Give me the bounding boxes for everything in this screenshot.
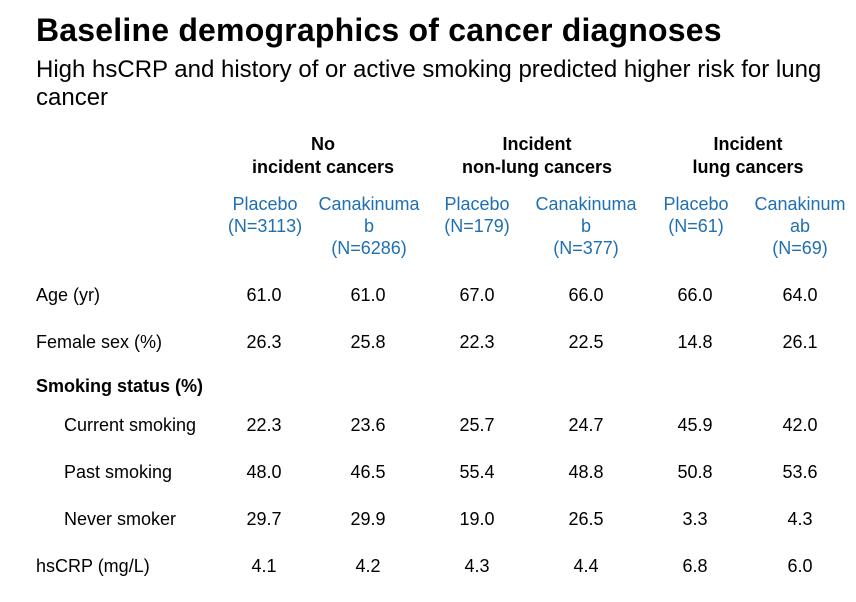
table-cell: 26.3 — [246, 332, 282, 352]
table-cell: 4.2 — [355, 556, 381, 576]
table-cell: 46.5 — [350, 462, 386, 482]
column-header-line: (N=3113) — [227, 216, 303, 236]
table-cell: 45.9 — [677, 415, 713, 435]
page-title: Baseline demographics of cancer diagnose… — [36, 12, 722, 48]
table-cell: 53.6 — [782, 462, 818, 482]
column-header-canakinumab-no-incident: Canakinuma b (N=6286) — [314, 193, 424, 259]
group-header-lung: Incident lung cancers — [692, 133, 803, 179]
table-cell: 6.0 — [787, 556, 813, 576]
column-header-placebo-lung: Placebo (N=61) — [656, 193, 736, 237]
table-cell: 61.0 — [350, 285, 386, 305]
table-cell: 66.0 — [568, 285, 604, 305]
row-label-past-smoking: Past smoking — [64, 462, 173, 482]
group-header-line: No — [311, 134, 335, 154]
table-cell: 3.3 — [682, 509, 708, 529]
table-cell: 29.7 — [246, 509, 282, 529]
table-cell: 24.7 — [568, 415, 604, 435]
table-cell: 22.5 — [568, 332, 604, 352]
table-cell: 23.6 — [350, 415, 386, 435]
table-cell: 19.0 — [459, 509, 495, 529]
page-subtitle: High hsCRP and history of or active smok… — [36, 56, 822, 111]
table-cell: 26.1 — [782, 332, 818, 352]
column-header-line: Placebo — [232, 194, 298, 214]
table-cell: 48.8 — [568, 462, 604, 482]
table-cell: 29.9 — [350, 509, 386, 529]
column-header-line: (N=61) — [668, 216, 724, 236]
table-cell: 25.7 — [459, 415, 495, 435]
row-label-smoking-status: Smoking status (%) — [36, 376, 204, 396]
table-cell: 50.8 — [677, 462, 713, 482]
table-cell: 26.5 — [568, 509, 604, 529]
column-header-line: Canakinuma — [318, 194, 420, 214]
table-cell: 22.3 — [246, 415, 282, 435]
column-header-line: Placebo — [444, 194, 510, 214]
column-header-line: (N=377) — [553, 238, 619, 258]
table-cell: 67.0 — [459, 285, 495, 305]
column-header-line: Canakinuma — [535, 194, 637, 214]
table-cell: 55.4 — [459, 462, 495, 482]
column-header-line: (N=69) — [772, 238, 828, 258]
column-header-canakinumab-lung: Canakinum ab (N=69) — [750, 193, 850, 259]
row-label-current-smoking: Current smoking — [64, 415, 197, 435]
column-header-line: Canakinum — [754, 194, 846, 214]
table-cell: 6.8 — [682, 556, 708, 576]
group-header-line: Incident — [502, 134, 572, 154]
column-header-line: (N=6286) — [331, 238, 407, 258]
table-cell: 22.3 — [459, 332, 495, 352]
row-label-age: Age (yr) — [36, 285, 101, 305]
group-header-non-lung: Incident non-lung cancers — [462, 133, 612, 179]
table-cell: 4.3 — [464, 556, 490, 576]
table-cell: 4.1 — [251, 556, 277, 576]
group-header-line: non-lung cancers — [461, 157, 613, 177]
column-header-line: ab — [789, 216, 811, 236]
table-cell: 25.8 — [350, 332, 386, 352]
table-cell: 14.8 — [677, 332, 713, 352]
column-header-line: b — [363, 216, 374, 236]
table-cell: 4.3 — [787, 509, 813, 529]
column-header-placebo-no-incident: Placebo (N=3113) — [220, 193, 310, 237]
table-cell: 4.4 — [573, 556, 599, 576]
table-cell: 48.0 — [246, 462, 282, 482]
group-header-line: Incident — [713, 134, 783, 154]
table-cell: 64.0 — [782, 285, 818, 305]
group-header-line: incident cancers — [251, 157, 395, 177]
column-header-canakinumab-non-lung: Canakinuma b (N=377) — [531, 193, 641, 259]
column-header-line: (N=179) — [444, 216, 510, 236]
row-label-never-smoker: Never smoker — [64, 509, 177, 529]
table-cell: 42.0 — [782, 415, 818, 435]
column-header-placebo-non-lung: Placebo (N=179) — [437, 193, 517, 237]
row-label-female-sex: Female sex (%) — [36, 332, 163, 352]
table-cell: 66.0 — [677, 285, 713, 305]
group-header-line: lung cancers — [692, 157, 804, 177]
group-header-no-incident: No incident cancers — [252, 133, 394, 179]
row-label-hscrp: hsCRP (mg/L) — [36, 556, 150, 576]
table-cell: 61.0 — [246, 285, 282, 305]
column-header-line: b — [580, 216, 591, 236]
column-header-line: Placebo — [663, 194, 729, 214]
